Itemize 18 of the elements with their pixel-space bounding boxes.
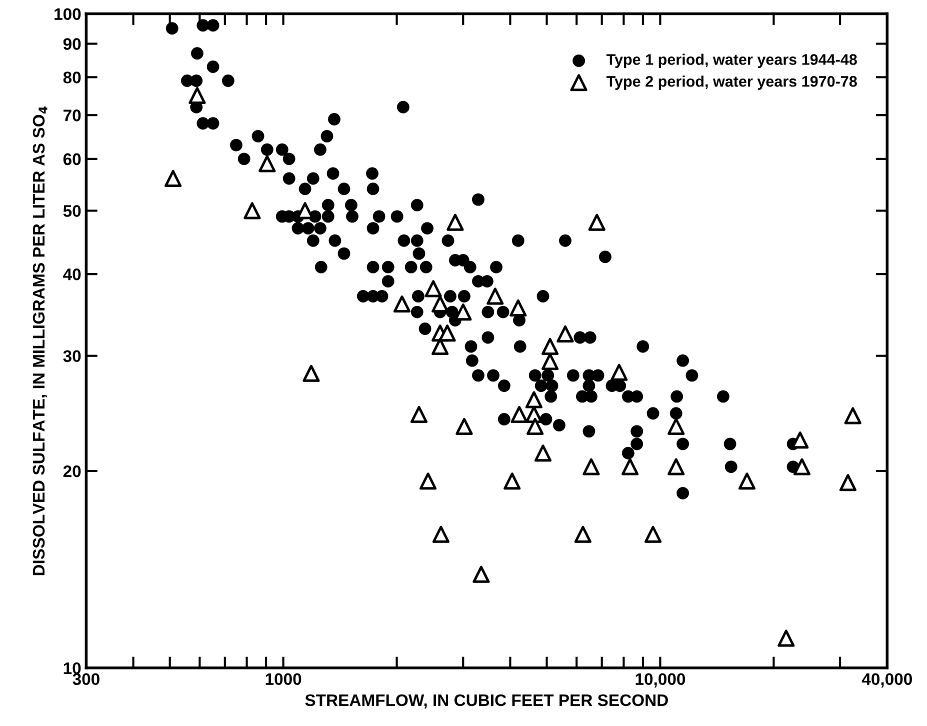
x-tick-label: 300 — [72, 673, 100, 686]
y-tick-label: 20 — [63, 465, 81, 478]
y-axis-title: DISSOLVED SULFATE, IN MILLIGRAMS PER LITER AS SO$_{4}$ — [32, 106, 48, 576]
x-tick-label: 10,000 — [636, 673, 686, 688]
x-tick-label: 40,000 — [862, 673, 912, 688]
y-tick-label: 30 — [63, 350, 81, 362]
y-tick-label: 70 — [64, 110, 81, 122]
y-tick-label: 80 — [63, 72, 81, 84]
y-tick-label: 90 — [63, 38, 81, 50]
y-tick-label: 100 — [54, 8, 81, 20]
y-tick-label: 40 — [63, 268, 81, 280]
legend-label: Type 2 period, water years 1970-78 — [606, 76, 857, 90]
x-tick-label: 1000 — [266, 673, 302, 686]
y-tick-label: 10 — [64, 662, 81, 674]
y-tick-label: 50 — [63, 205, 81, 217]
y-tick-label: 60 — [63, 153, 81, 166]
x-axis-title: STREAMFLOW, IN CUBIC FEET PER SECOND — [305, 694, 668, 709]
legend-label: Type 1 period, water years 1944-48 — [606, 54, 857, 68]
